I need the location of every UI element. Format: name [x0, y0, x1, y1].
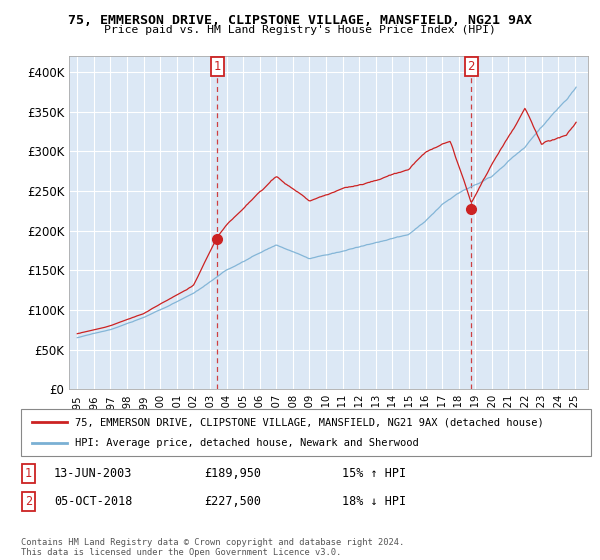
Text: 75, EMMERSON DRIVE, CLIPSTONE VILLAGE, MANSFIELD, NG21 9AX (detached house): 75, EMMERSON DRIVE, CLIPSTONE VILLAGE, M… [75, 417, 544, 427]
Text: 13-JUN-2003: 13-JUN-2003 [54, 466, 133, 480]
Text: Price paid vs. HM Land Registry's House Price Index (HPI): Price paid vs. HM Land Registry's House … [104, 25, 496, 35]
Text: 18% ↓ HPI: 18% ↓ HPI [342, 494, 406, 508]
Text: £227,500: £227,500 [204, 494, 261, 508]
Text: 1: 1 [214, 60, 221, 73]
FancyBboxPatch shape [21, 409, 591, 456]
Text: 1: 1 [25, 466, 32, 480]
Text: 2: 2 [25, 494, 32, 508]
Text: Contains HM Land Registry data © Crown copyright and database right 2024.
This d: Contains HM Land Registry data © Crown c… [21, 538, 404, 557]
Text: 15% ↑ HPI: 15% ↑ HPI [342, 466, 406, 480]
Text: 05-OCT-2018: 05-OCT-2018 [54, 494, 133, 508]
Text: 2: 2 [467, 60, 475, 73]
Text: £189,950: £189,950 [204, 466, 261, 480]
Text: HPI: Average price, detached house, Newark and Sherwood: HPI: Average price, detached house, Newa… [75, 438, 419, 448]
Text: 75, EMMERSON DRIVE, CLIPSTONE VILLAGE, MANSFIELD, NG21 9AX: 75, EMMERSON DRIVE, CLIPSTONE VILLAGE, M… [68, 14, 532, 27]
